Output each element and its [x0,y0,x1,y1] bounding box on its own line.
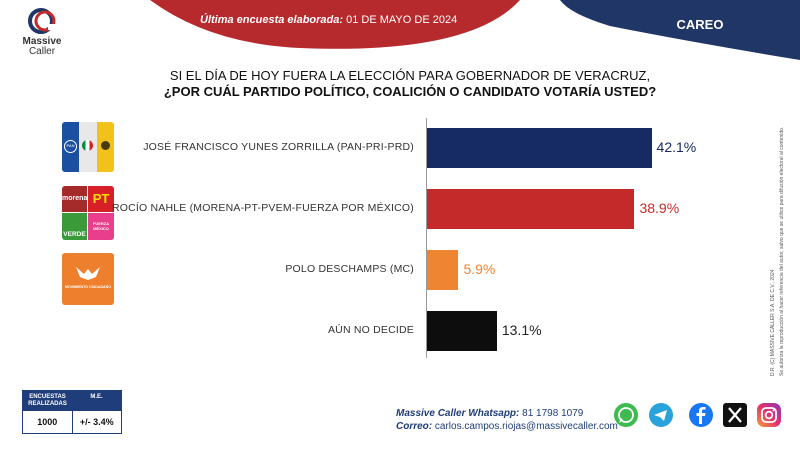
pri-block [79,122,97,172]
bar [427,189,635,229]
prd-block [96,122,114,172]
table-row: 1000 +/- 3.4% [23,411,121,433]
brand-line1: Massive [22,36,62,47]
question-line2: ¿POR CUÁL PARTIDO POLÍTICO, COALICIÓN O … [163,84,657,99]
pan-pri-prd-logo: PAN [62,122,114,172]
verde-block: VERDE [62,213,87,240]
reproduction-note: Se autoriza la reproducción al hacer ref… [779,88,791,378]
whatsapp-contact: Massive Caller Whatsapp: 81 1798 1079 [396,408,583,419]
margin-value: +/- 3.4% [79,417,114,427]
copyright-text: D.R. (C) MASSIVE CALLER S.A. DE C.V., 20… [770,269,776,376]
header-banner [150,0,800,60]
instagram-icon[interactable] [756,402,782,428]
survey-date: 01 DE MAYO DE 2024 [343,14,458,26]
value-label: 5.9% [463,261,496,277]
value-label: 13.1% [501,322,542,338]
value-label: 42.1% [656,139,697,155]
mc-logo: MOVIMIENTO CIUDADANO [62,253,114,305]
category-label: POLO DESCHAMPS (MC) [285,263,414,275]
category-label: JOSÉ FRANCISCO YUNES ZORRILLA (PAN-PRI-P… [143,141,414,153]
massive-caller-logo [28,8,56,34]
prd-sun-icon [100,141,110,150]
email-label: Correo: [396,421,433,432]
fuerza-mexico-block: FUERZA MÉXICO [88,213,114,240]
margin-of-error-table: ENCUESTAS REALIZADAS M.E. 1000 +/- 3.4% [22,390,122,434]
section-title: CAREO [676,17,724,32]
survey-label: Última encuesta elaborada: [200,14,344,26]
value-label: 38.9% [639,200,680,216]
bar [427,128,652,168]
brand-line2: Caller [28,46,56,57]
category-label: ROCÍO NAHLE (MORENA-PT-PVEM-FUERZA POR M… [111,202,414,214]
bar [427,250,459,290]
eagle-icon [76,267,100,280]
pt-block: PT [88,186,114,212]
morena-coalition-logo: morena PT VERDE FUERZA MÉXICO [62,186,114,240]
margin-header: M.E. [90,394,103,400]
morena-block: morena [62,186,87,212]
bar [427,311,497,351]
x-icon[interactable] [722,402,748,428]
telegram-icon[interactable] [648,402,674,428]
facebook-icon[interactable] [688,402,714,428]
whatsapp-label: Massive Caller Whatsapp: [396,408,520,419]
reproduction-text: Se autoriza la reproducción al hacer ref… [779,126,785,376]
category-label: AÚN NO DECIDE [327,324,414,336]
question-line1: SI EL DÍA DE HOY FUERA LA ELECCIÓN PARA … [169,68,651,83]
table-header: ENCUESTAS REALIZADAS M.E. [23,391,121,411]
surveys-value: 1000 [23,411,73,433]
email-contact: Correo: carlos.campos.riojas@massivecall… [396,421,618,432]
survey-date-line: Última encuesta elaborada: 01 DE MAYO DE… [200,14,457,26]
chart-axis [426,118,427,358]
pan-mark: PAN [64,140,77,153]
whatsapp-number: 81 1798 1079 [519,408,584,419]
pan-block: PAN [62,122,80,172]
whatsapp-icon[interactable] [613,402,639,428]
mc-label: MOVIMIENTO CIUDADANO [64,285,112,289]
pri-mark [82,140,94,151]
brand-name: Massive Caller [10,37,74,57]
email-value: carlos.campos.riojas@massivecaller.com [432,421,618,432]
surveys-header: ENCUESTAS REALIZADAS [28,394,67,407]
